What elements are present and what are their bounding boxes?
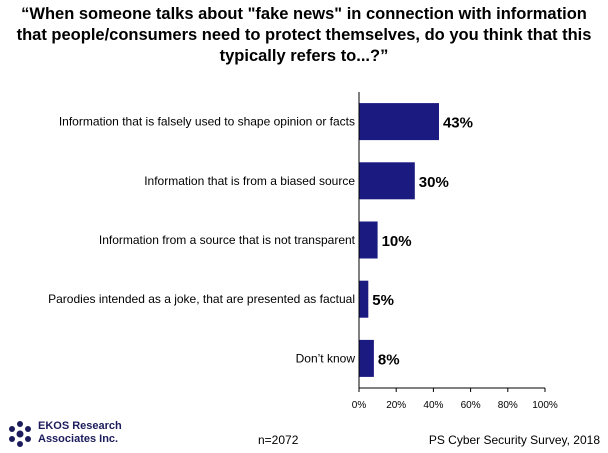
chart-title: “When someone talks about "fake news" in… [16,5,592,65]
logo-text: EKOS Research Associates Inc. [38,420,122,445]
sample-size: n=2072 [258,433,299,447]
ekos-logo-icon [9,421,31,447]
value-label-2: 10% [382,233,412,250]
bar-3 [359,280,369,318]
value-label-3: 5% [372,292,394,309]
bar-2 [359,221,378,259]
value-label-0: 43% [443,115,473,132]
x-tick-label-1: 20% [386,400,406,411]
x-tick-label-4: 80% [498,400,518,411]
category-label-1: Information that is from a biased source [144,174,355,188]
value-label-1: 30% [419,174,449,191]
ekos-logo: EKOS Research Associates Inc. [6,420,156,448]
x-tick-label-0: 0% [352,400,367,411]
x-tick-label-3: 60% [461,400,481,411]
bar-0 [359,103,439,141]
category-label-4: Don’t know [296,351,356,365]
category-label-2: Information from a source that is not tr… [99,233,356,247]
bar-1 [359,162,415,200]
category-label-0: Information that is falsely used to shap… [59,115,355,129]
source-note: PS Cyber Security Survey, 2018 [428,433,600,447]
x-tick-label-5: 100% [532,400,558,411]
x-tick-label-2: 40% [423,400,443,411]
value-label-4: 8% [378,351,400,368]
category-label-3: Parodies intended as a joke, that are pr… [48,292,355,306]
bar-4 [359,339,374,377]
